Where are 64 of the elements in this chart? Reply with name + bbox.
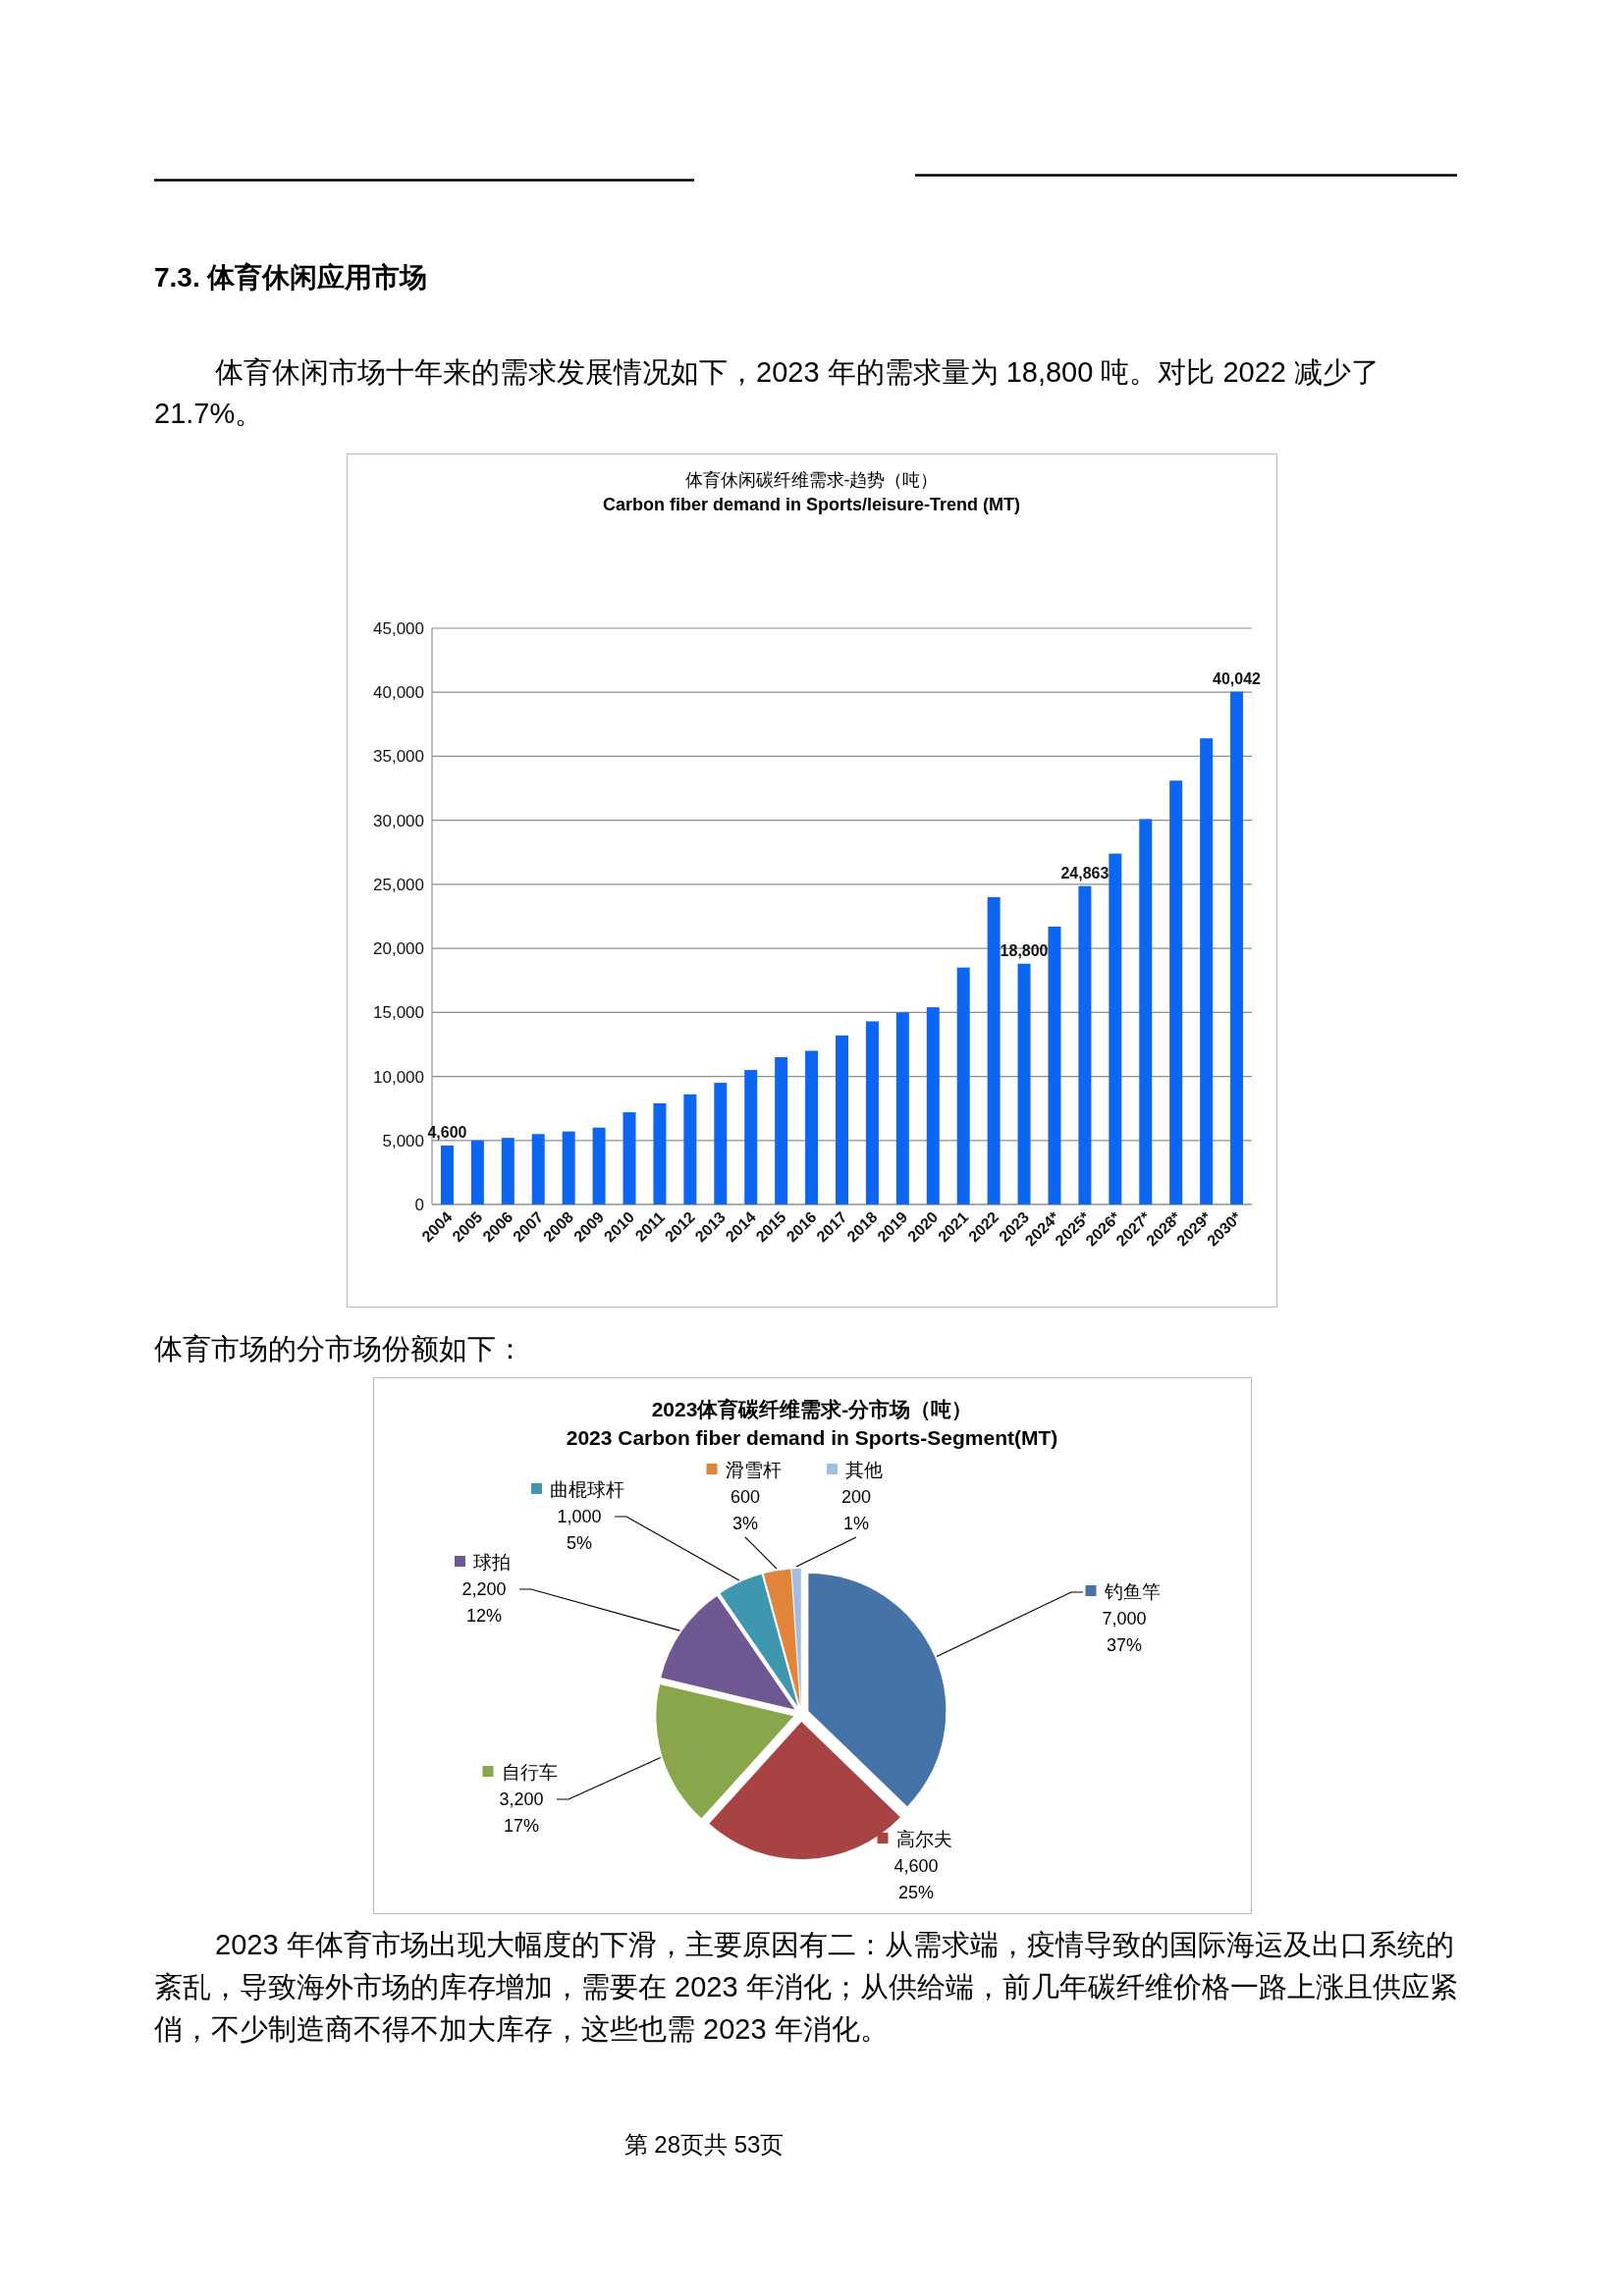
bar	[1169, 780, 1183, 1204]
bar	[1200, 738, 1214, 1204]
bar	[775, 1056, 788, 1204]
data-label: 3,200 17%	[499, 1789, 544, 1836]
bar	[805, 1050, 819, 1204]
y-tick-label: 35,000	[373, 747, 424, 767]
legend-label: 钓鱼竿	[1103, 1581, 1161, 1602]
bar	[440, 1146, 454, 1204]
legend-label: 滑雪杆	[725, 1460, 782, 1480]
bar	[1017, 963, 1031, 1204]
data-label: 40,042	[1213, 669, 1262, 687]
data-label: 7,000 37%	[1102, 1609, 1147, 1655]
y-tick-label: 5,000	[382, 1131, 424, 1150]
text: 2023 年体育市场出现大幅度的下滑，主要原因有二：从需求端，疫情导致的国际海运及出口系统的紊乱，导致海外市场的库存增加，需要在 2023 年消化；从供给端，前几年碳纤维价格一路上涨且供应紧俏，不少制造商不得不加大库存，这些也需 2023 年消化。	[154, 1928, 1459, 2047]
bar	[470, 1140, 484, 1204]
y-tick-label: 10,000	[373, 1067, 424, 1087]
bar	[895, 1012, 909, 1204]
bar	[987, 896, 1001, 1204]
text: 2023体育碳纤维需求-分市场（吨）	[651, 1398, 973, 1420]
bar	[592, 1127, 606, 1204]
bar	[956, 967, 970, 1204]
bar	[1109, 853, 1122, 1204]
bar	[623, 1112, 636, 1204]
data-label: 24,863	[1060, 864, 1110, 881]
bar	[714, 1083, 728, 1204]
bar	[1139, 819, 1153, 1204]
legend-label: 高尔夫	[895, 1829, 952, 1849]
chart-title: 体育休闲碳纤维需求-趋势（吨）	[684, 470, 939, 490]
text: 2023 Carbon fiber demand in Sports-Segment(MT)	[566, 1426, 1058, 1449]
legend-label: 其他	[845, 1460, 883, 1480]
data-label: 2,200 12%	[461, 1579, 507, 1626]
data-label: 1,000 5%	[557, 1507, 602, 1553]
text: 体育市场的分市场份额如下：	[154, 1332, 525, 1366]
text: 第 28页共 53页	[623, 2130, 785, 2160]
bar	[1230, 691, 1244, 1204]
y-tick-label: 20,000	[373, 939, 424, 959]
chart-subtitle: Carbon fiber demand in Sports/leisure-Trend (MT)	[602, 495, 1021, 514]
data-label: 600 3%	[730, 1487, 761, 1533]
y-tick-label: 40,000	[373, 683, 424, 703]
bar	[836, 1035, 848, 1204]
y-tick-label: 15,000	[373, 1003, 424, 1023]
y-tick-label: 25,000	[373, 875, 424, 894]
data-label: 4,600 25%	[893, 1856, 939, 1902]
bar	[744, 1070, 758, 1204]
data-label: 18,800	[1000, 941, 1049, 959]
bar	[1048, 926, 1061, 1204]
legend-label: 曲棍球杆	[550, 1479, 624, 1500]
bar	[683, 1094, 697, 1204]
bar	[653, 1102, 667, 1204]
bar	[926, 1007, 940, 1204]
text: 体育休闲市场十年来的需求发展情况如下，2023 年的需求量为 18,800 吨。对比 2022 减少了 21.7%。	[154, 355, 1380, 431]
y-tick-label: 45,000	[373, 619, 424, 638]
bar	[501, 1138, 514, 1204]
legend-label: 球拍	[473, 1552, 511, 1573]
bar	[1078, 885, 1092, 1204]
legend-label: 自行车	[501, 1762, 558, 1783]
bar	[562, 1131, 575, 1204]
bar	[531, 1134, 545, 1204]
data-label: 200 1%	[840, 1487, 872, 1533]
bar	[865, 1021, 879, 1204]
data-label: 4,600	[427, 1124, 467, 1141]
y-tick-label: 30,000	[373, 811, 424, 830]
text: 7.3. 体育休闲应用市场	[154, 261, 429, 294]
y-tick-label: 0	[414, 1196, 424, 1214]
